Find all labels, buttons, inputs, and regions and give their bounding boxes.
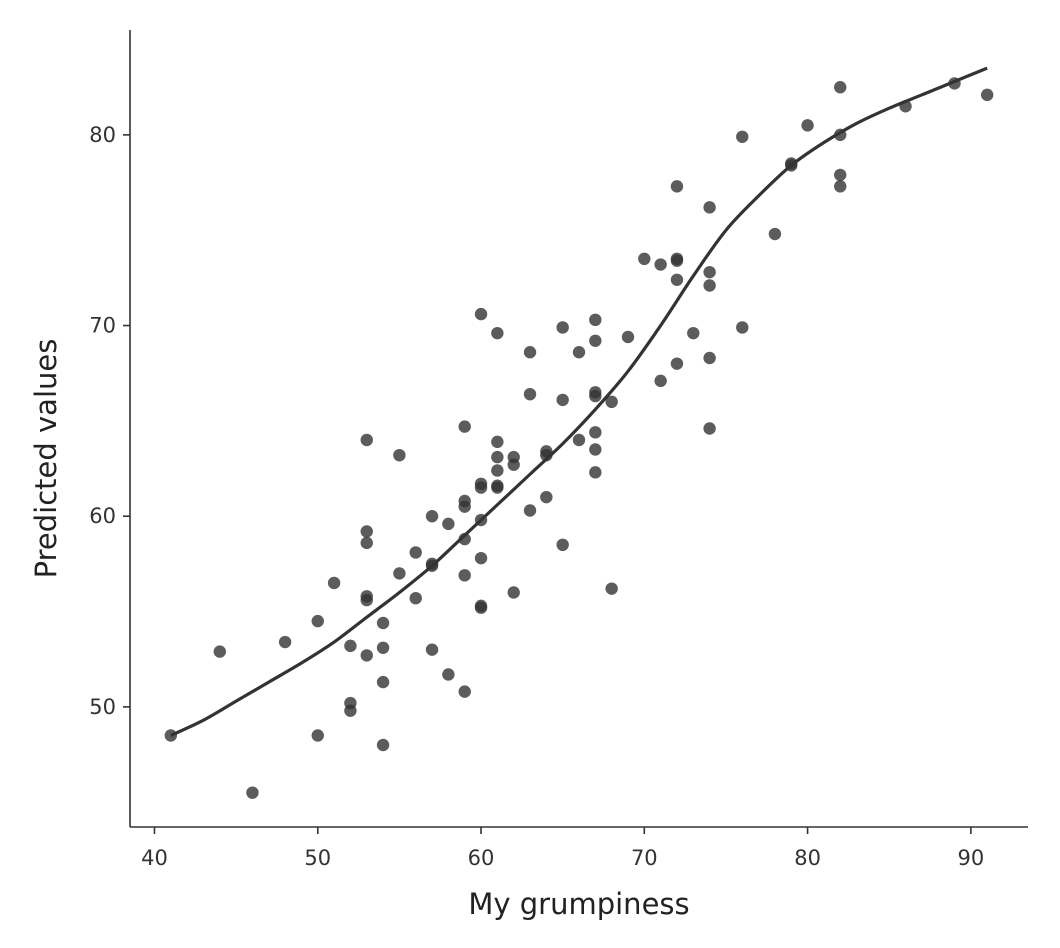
data-point bbox=[687, 326, 700, 340]
data-point bbox=[670, 357, 684, 370]
data-point bbox=[409, 591, 422, 605]
data-point bbox=[768, 227, 782, 241]
data-point bbox=[605, 395, 618, 409]
data-point bbox=[474, 481, 488, 494]
x-tick-label: 60 bbox=[468, 846, 495, 870]
data-point bbox=[491, 435, 504, 449]
data-point bbox=[491, 450, 504, 464]
data-point bbox=[344, 704, 357, 717]
data-point bbox=[246, 786, 259, 799]
x-axis-ticks: 40 50 60 70 80 90 bbox=[141, 827, 984, 870]
x-tick-label: 90 bbox=[957, 846, 984, 870]
data-point bbox=[442, 668, 455, 681]
data-point bbox=[458, 685, 471, 698]
y-axis-title: Predicted values bbox=[29, 339, 63, 579]
data-point bbox=[670, 254, 684, 267]
data-point bbox=[507, 586, 520, 599]
data-point bbox=[393, 448, 406, 462]
data-point bbox=[360, 649, 373, 662]
data-point bbox=[834, 180, 847, 193]
data-point bbox=[605, 582, 618, 595]
fit-line bbox=[170, 66, 988, 737]
data-point bbox=[523, 387, 537, 401]
data-point bbox=[834, 168, 847, 182]
data-point bbox=[654, 258, 667, 271]
data-point bbox=[360, 593, 373, 607]
data-point bbox=[458, 569, 471, 582]
data-point bbox=[703, 265, 716, 279]
data-point bbox=[556, 321, 569, 334]
x-axis-title: My grumpiness bbox=[468, 887, 689, 921]
data-point bbox=[458, 532, 471, 546]
data-point bbox=[589, 426, 602, 439]
data-point bbox=[376, 738, 390, 752]
data-point bbox=[703, 351, 716, 365]
data-point bbox=[589, 334, 602, 347]
data-point bbox=[458, 500, 471, 513]
data-point bbox=[638, 252, 651, 266]
y-tick-label: 50 bbox=[89, 695, 116, 719]
data-point bbox=[442, 517, 455, 531]
data-point bbox=[425, 643, 439, 656]
data-point bbox=[589, 313, 602, 327]
data-point bbox=[670, 273, 684, 286]
points-layer bbox=[164, 77, 994, 799]
data-point bbox=[474, 307, 488, 321]
y-tick-label: 80 bbox=[89, 123, 116, 147]
data-point bbox=[703, 201, 716, 214]
data-point bbox=[393, 567, 406, 580]
data-point bbox=[409, 546, 422, 559]
data-point bbox=[589, 466, 602, 479]
data-point bbox=[360, 525, 373, 538]
data-point bbox=[507, 458, 520, 471]
data-point bbox=[327, 576, 341, 590]
y-axis-ticks: 50 60 70 80 bbox=[89, 123, 130, 719]
data-point bbox=[360, 433, 373, 447]
x-tick-label: 40 bbox=[141, 846, 168, 870]
data-point bbox=[654, 374, 667, 388]
data-point bbox=[360, 536, 373, 550]
data-point bbox=[572, 346, 586, 359]
data-point bbox=[703, 279, 716, 292]
data-point bbox=[278, 635, 292, 649]
data-point bbox=[311, 729, 324, 742]
data-point bbox=[491, 326, 504, 340]
data-point bbox=[523, 346, 537, 359]
y-tick-label: 60 bbox=[89, 504, 116, 528]
data-point bbox=[540, 490, 553, 504]
y-tick-label: 70 bbox=[89, 314, 116, 338]
data-point bbox=[589, 389, 602, 403]
data-point bbox=[213, 645, 226, 658]
data-point bbox=[474, 551, 488, 565]
data-point bbox=[376, 616, 390, 630]
data-point bbox=[311, 614, 324, 628]
data-point bbox=[474, 601, 488, 614]
x-tick-label: 70 bbox=[631, 846, 658, 870]
data-point bbox=[670, 180, 684, 193]
data-point bbox=[736, 130, 749, 143]
data-point bbox=[834, 81, 847, 94]
data-point bbox=[491, 464, 504, 477]
data-point bbox=[572, 433, 586, 447]
data-point bbox=[556, 538, 569, 552]
data-point bbox=[376, 641, 390, 654]
x-tick-label: 50 bbox=[304, 846, 331, 870]
data-point bbox=[458, 420, 471, 433]
data-point bbox=[589, 443, 602, 456]
data-point bbox=[621, 330, 635, 344]
data-point bbox=[491, 481, 504, 494]
data-point bbox=[523, 504, 537, 517]
data-point bbox=[801, 119, 814, 132]
data-point bbox=[425, 510, 439, 523]
data-point bbox=[344, 639, 357, 653]
data-point bbox=[980, 88, 994, 102]
data-point bbox=[703, 422, 716, 435]
data-point bbox=[556, 393, 569, 407]
x-tick-label: 80 bbox=[794, 846, 821, 870]
data-point bbox=[376, 675, 390, 689]
data-point bbox=[736, 321, 749, 334]
